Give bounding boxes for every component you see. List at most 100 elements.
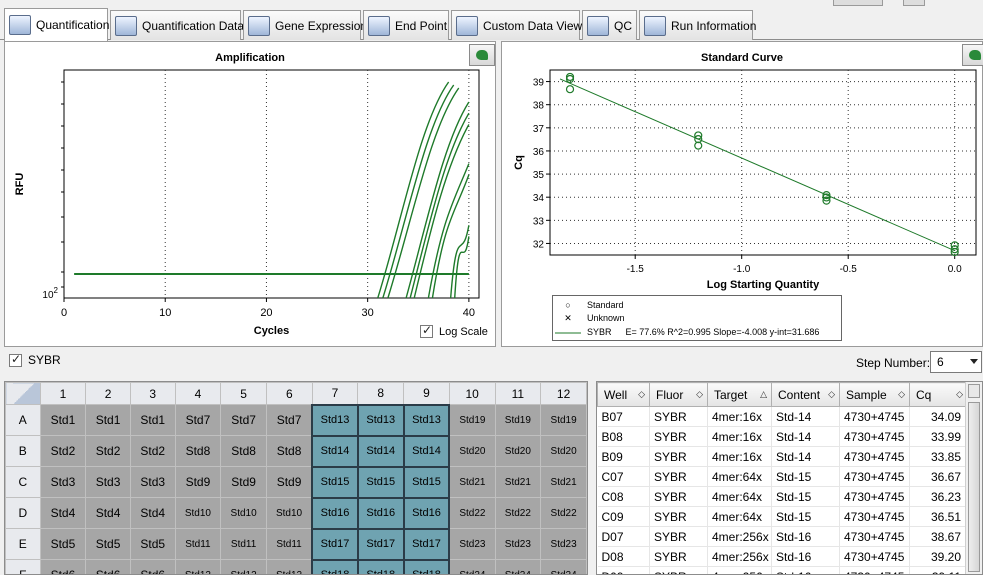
plate-well[interactable]: Std10 — [220, 497, 267, 529]
results-column-header[interactable]: Target △ — [707, 382, 772, 407]
plate-well[interactable]: Std14 — [311, 434, 359, 468]
table-row[interactable]: D08 SYBR 4mer:256x Std-16 4730+4745 39.20 — [597, 546, 968, 567]
plate-column-header[interactable]: 2 — [85, 382, 131, 405]
plate-well[interactable]: Std21 — [448, 466, 496, 498]
plate-well[interactable]: Std2 — [39, 435, 87, 467]
results-column-header[interactable]: Fluor ◇ — [649, 382, 708, 407]
plate-well[interactable]: Std16 — [311, 496, 359, 530]
plate-well[interactable]: Std13 — [311, 403, 359, 437]
plate-row-header[interactable]: B — [5, 435, 41, 467]
toolbar-button[interactable] — [833, 0, 883, 6]
plate-well[interactable]: Std4 — [129, 497, 176, 529]
plate-well[interactable]: Std24 — [494, 559, 542, 574]
tab-custom-data-view[interactable]: Custom Data View — [451, 10, 582, 40]
plate-well[interactable]: Std3 — [85, 466, 131, 498]
plate-well[interactable]: Std8 — [265, 435, 313, 467]
scroll-thumb[interactable] — [968, 402, 980, 572]
plate-well[interactable]: Std21 — [540, 466, 587, 498]
plate-column-header[interactable]: 4 — [174, 382, 222, 405]
plate-well[interactable]: Std11 — [174, 528, 222, 560]
plate-well[interactable]: Std15 — [356, 465, 405, 499]
plate-well[interactable]: Std14 — [356, 434, 405, 468]
plate-row-header[interactable]: F — [5, 559, 41, 574]
plate-well[interactable]: Std4 — [39, 497, 87, 529]
plate-well[interactable]: Std23 — [448, 528, 496, 560]
standard-curve-chart[interactable]: -1.5 -1.0 -0.5 0.0 32 33 34 35 36 37 38 39 Log Start… — [502, 42, 982, 292]
plate-well[interactable]: Std20 — [494, 435, 542, 467]
plate-well[interactable]: Std22 — [540, 497, 587, 529]
toolbar-button[interactable] — [903, 0, 925, 6]
plate-well[interactable]: Std3 — [129, 466, 176, 498]
plate-well[interactable]: Std2 — [129, 435, 176, 467]
table-row[interactable]: B07 SYBR 4mer:16x Std-14 4730+4745 34.09 — [597, 406, 968, 427]
plate-column-header[interactable]: 8 — [357, 382, 405, 405]
plate-well[interactable]: Std19 — [494, 404, 542, 436]
plate-column-header[interactable]: 10 — [448, 382, 496, 405]
plate-well[interactable]: Std21 — [494, 466, 542, 498]
tab-run-information[interactable]: Run Information — [639, 10, 756, 40]
plate-well[interactable]: Std15 — [402, 465, 451, 499]
plate-well[interactable]: Std8 — [174, 435, 222, 467]
log-scale-toggle[interactable]: Log Scale — [420, 323, 488, 338]
plate-well[interactable]: Std13 — [402, 403, 451, 437]
plate-well[interactable]: Std17 — [311, 527, 359, 561]
export-chart-icon[interactable] — [962, 44, 983, 66]
plate-well[interactable]: Std19 — [448, 404, 496, 436]
plate-well[interactable]: Std7 — [265, 404, 313, 436]
plate-well[interactable]: Std9 — [174, 466, 222, 498]
plate-well[interactable]: Std16 — [356, 496, 405, 530]
tab-quantification-data[interactable]: Quantification Data — [110, 10, 244, 40]
table-row[interactable]: C09 SYBR 4mer:64x Std-15 4730+4745 36.51 — [597, 506, 968, 527]
plate-well[interactable]: Std1 — [39, 404, 87, 436]
plate-well[interactable]: Std1 — [85, 404, 131, 436]
plate-row-header[interactable]: E — [5, 528, 41, 560]
table-row[interactable]: D07 SYBR 4mer:256x Std-16 4730+4745 38.67 — [597, 526, 968, 547]
plate-well[interactable]: Std23 — [540, 528, 587, 560]
plate-well[interactable]: Std17 — [402, 527, 451, 561]
plate-well[interactable]: Std10 — [174, 497, 222, 529]
plate-row-header[interactable]: D — [5, 497, 41, 529]
plate-well[interactable]: Std9 — [265, 466, 313, 498]
plate-well[interactable]: Std15 — [311, 465, 359, 499]
plate-column-header[interactable]: 3 — [129, 382, 176, 405]
tab-end-point[interactable]: End Point — [363, 10, 449, 40]
plate-well[interactable]: Std6 — [129, 559, 176, 574]
sybr-toggle[interactable]: SYBR — [9, 352, 61, 367]
plate-well[interactable]: Std12 — [265, 559, 313, 574]
plate-well[interactable]: Std8 — [220, 435, 267, 467]
plate-well[interactable]: Std20 — [448, 435, 496, 467]
plate-well[interactable]: Std5 — [129, 528, 176, 560]
tab-qc[interactable]: QC — [582, 10, 637, 40]
table-row[interactable]: B09 SYBR 4mer:16x Std-14 4730+4745 33.85 — [597, 446, 968, 467]
sybr-checkbox[interactable] — [9, 352, 22, 367]
tab-gene-expression[interactable]: Gene Expression — [243, 10, 367, 40]
plate-well[interactable]: Std6 — [85, 559, 131, 574]
plate-well[interactable]: Std11 — [265, 528, 313, 560]
plate-column-header[interactable]: 11 — [494, 382, 542, 405]
plate-well[interactable]: Std22 — [494, 497, 542, 529]
plate-well[interactable]: Std24 — [448, 559, 496, 574]
results-scrollbar[interactable] — [965, 382, 982, 574]
plate-well[interactable]: Std3 — [39, 466, 87, 498]
plate-well[interactable]: Std19 — [540, 404, 587, 436]
results-column-header[interactable]: Well ◇ — [597, 382, 650, 407]
plate-well[interactable]: Std12 — [174, 559, 222, 574]
plate-row-header[interactable]: A — [5, 404, 41, 436]
scroll-up-icon[interactable] — [968, 384, 980, 398]
plate-well[interactable]: Std22 — [448, 497, 496, 529]
plate-well[interactable]: Std18 — [311, 558, 359, 574]
table-row[interactable]: C07 SYBR 4mer:64x Std-15 4730+4745 36.67 — [597, 466, 968, 487]
plate-well[interactable]: Std12 — [220, 559, 267, 574]
plate-column-header[interactable]: 7 — [311, 382, 359, 405]
amplification-chart[interactable]: 0 10 20 30 40 102 Cycles RFU — [5, 42, 495, 346]
plate-well[interactable]: Std18 — [356, 558, 405, 574]
plate-well[interactable]: Std1 — [129, 404, 176, 436]
plate-well[interactable]: Std13 — [356, 403, 405, 437]
log-scale-checkbox[interactable] — [420, 323, 433, 338]
plate-column-header[interactable]: 6 — [265, 382, 313, 405]
plate-well[interactable]: Std14 — [402, 434, 451, 468]
results-column-header[interactable]: Content ◇ — [771, 382, 840, 407]
plate-well[interactable]: Std9 — [220, 466, 267, 498]
plate-well[interactable]: Std5 — [85, 528, 131, 560]
